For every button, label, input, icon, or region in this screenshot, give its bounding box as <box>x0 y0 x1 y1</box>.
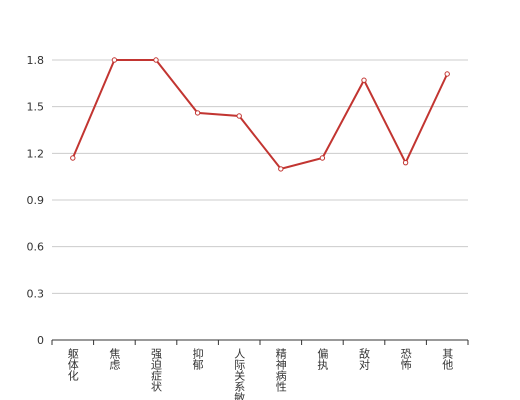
x-tick-label: 人际关系敏感 <box>233 348 246 400</box>
x-tick-label: 其他 <box>441 348 454 370</box>
point <box>194 110 201 116</box>
x-tick-label: 精神病性 <box>274 348 287 393</box>
y-tick-label: 0.9 <box>27 194 45 207</box>
point <box>319 155 326 161</box>
y-tick-label: 1.5 <box>27 101 45 114</box>
x-tick-label: 躯体化 <box>66 348 79 382</box>
point <box>111 57 118 63</box>
y-tick-label: 0.3 <box>27 287 45 300</box>
point <box>70 155 76 161</box>
point <box>153 57 159 63</box>
y-tick-label: 0 <box>37 334 44 347</box>
x-tick-label: 焦虑 <box>108 348 121 370</box>
x-tick-label: 恐怖 <box>399 348 412 370</box>
y-tick-label: 1.2 <box>27 147 45 160</box>
point <box>444 71 450 77</box>
x-tick-label: 强迫症状 <box>150 348 163 392</box>
x-tick-label: 抑郁 <box>191 347 204 370</box>
x-tick-label: 偏执 <box>316 347 329 371</box>
point <box>278 166 284 172</box>
y-tick-label: 0.6 <box>27 241 45 254</box>
point <box>236 113 242 119</box>
y-tick-label: 1.8 <box>27 54 45 67</box>
x-tick-label: 敌对 <box>358 347 371 370</box>
line <box>71 59 449 171</box>
point <box>361 77 367 83</box>
point <box>402 159 409 166</box>
